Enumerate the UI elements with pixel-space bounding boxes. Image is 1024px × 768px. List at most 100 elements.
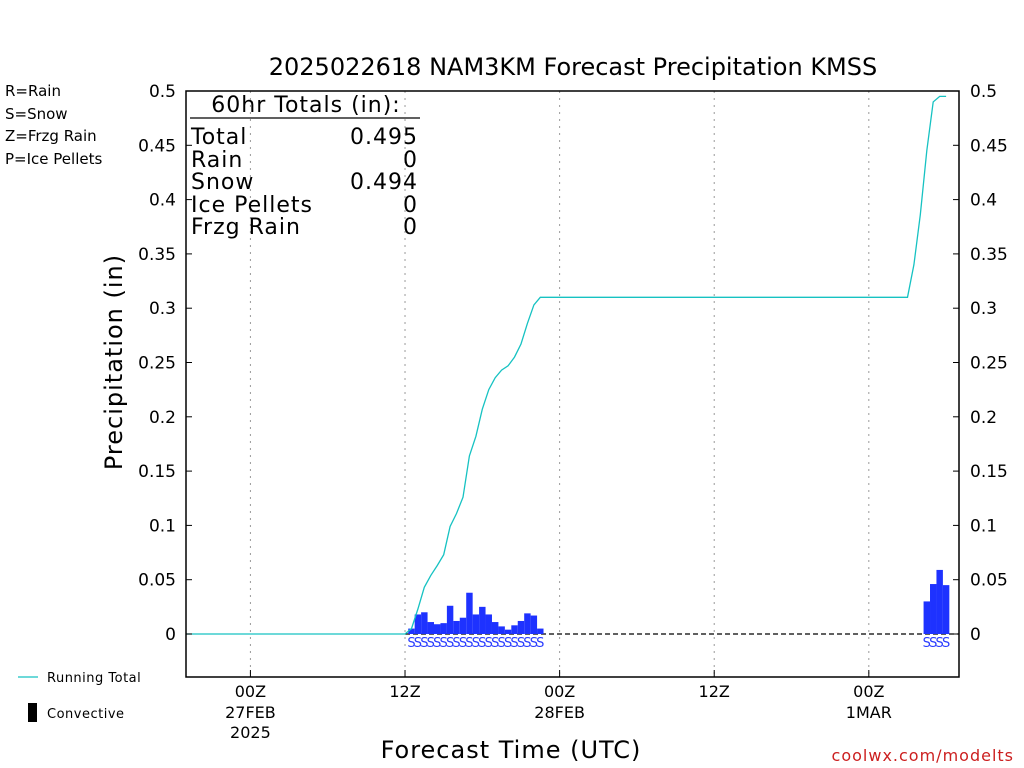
snow-bar [466, 592, 473, 634]
x-axis-label: Forecast Time (UTC) [381, 736, 642, 764]
snow-marker: S [459, 636, 467, 651]
snow-bar [491, 622, 499, 634]
snow-bar [498, 626, 505, 634]
snow-bar [440, 623, 447, 634]
snow-marker: S [523, 636, 531, 651]
y-tick-label-right: 0.2 [970, 408, 997, 428]
y-tick-label-left: 0 [165, 625, 176, 645]
y-tick-label-left: 0.1 [149, 516, 176, 536]
snow-marker: S [446, 636, 454, 651]
snow-marker: S [433, 636, 441, 651]
y-tick-label-right: 0.35 [970, 245, 1008, 265]
legend-ice-pellets: P=Ice Pellets [5, 150, 102, 168]
snow-bar [427, 622, 435, 634]
snow-bars [405, 569, 959, 635]
x-tick-date: 1MAR [846, 703, 892, 722]
snow-bar [942, 585, 950, 634]
totals-label-total: Total [190, 125, 247, 150]
totals-value-snow: 0.494 [350, 170, 418, 195]
totals-label-frzg-rain: Frzg Rain [191, 215, 301, 240]
snow-bar [453, 620, 460, 634]
chart-title: 2025022618 NAM3KM Forecast Precipitation… [269, 53, 877, 81]
snow-marker: S [427, 636, 435, 651]
snow-bar [930, 584, 937, 634]
totals-label-ice-pellets: Ice Pellets [191, 193, 313, 218]
totals-label-rain: Rain [191, 148, 243, 173]
snow-marker: S [929, 636, 937, 651]
x-tick-label: 12Z [389, 682, 420, 701]
totals-header: 60hr Totals (in): [211, 93, 400, 118]
y-tick-label-left: 0.5 [149, 82, 176, 102]
snow-bar [414, 614, 422, 634]
snow-bar [472, 614, 480, 634]
y-tick-label-left: 0.3 [149, 299, 176, 319]
snow-bar [524, 613, 531, 634]
snow-bar [530, 615, 538, 634]
y-axis-ticks: 0 00.05 0.050.1 0.10.15 0.150.2 0.20.25 0.250.… [138, 82, 1008, 645]
snow-marker: S [452, 636, 460, 651]
y-tick-label-right: 0.15 [970, 462, 1008, 482]
snow-bar [923, 601, 931, 634]
snow-bar [504, 629, 512, 634]
snow-bar [446, 605, 454, 634]
running-total-legend-label: Running Total [47, 671, 141, 686]
snow-marker: S [478, 636, 486, 651]
snow-bar [537, 628, 544, 634]
totals-value-total: 0.495 [350, 125, 418, 150]
snow-bar [408, 628, 415, 634]
snow-bar [434, 624, 441, 634]
snow-marker: S [472, 636, 480, 651]
snow-marker: S [498, 636, 506, 651]
credit-text: coolwx.com/modelts [832, 746, 1014, 765]
snow-marker: S [420, 636, 428, 651]
legend-rain: R=Rain [5, 82, 61, 100]
plot-frame [185, 90, 960, 678]
y-tick-label-right: 0.1 [970, 516, 997, 536]
y-tick-label-left: 0.2 [149, 408, 176, 428]
snow-bar [485, 614, 492, 634]
totals-value-ice-pellets: 0 [403, 193, 418, 218]
y-tick-label-left: 0.45 [138, 136, 176, 156]
y-tick-label-left: 0.15 [138, 462, 176, 482]
snow-marker: S [407, 636, 415, 651]
y-tick-label-right: 0 [970, 625, 981, 645]
x-tick-year: 2025 [230, 723, 271, 742]
x-tick-label: 00Z [235, 682, 266, 701]
totals-value-frzg-rain: 0 [403, 215, 418, 240]
y-tick-label-right: 0.05 [970, 571, 1008, 591]
snow-bar [517, 620, 525, 634]
snow-marker: S [510, 636, 518, 651]
y-tick-label-right: 0.4 [970, 191, 997, 211]
running-total-line [186, 95, 947, 635]
legend-frzg-rain: Z=Frzg Rain [5, 127, 97, 145]
snow-marker: S [465, 636, 473, 651]
snow-bar [421, 612, 428, 634]
x-tick-date: 28FEB [534, 703, 585, 722]
y-tick-label-right: 0.45 [970, 136, 1008, 156]
x-tick-label: 00Z [544, 682, 575, 701]
snow-bar [936, 569, 943, 634]
x-tick-date: 27FEB [225, 703, 276, 722]
snow-marker: S [414, 636, 422, 651]
snow-bar [511, 625, 518, 634]
snow-marker: S [517, 636, 525, 651]
snow-marker: S [530, 636, 538, 651]
y-axis-label: Precipitation (in) [100, 254, 128, 470]
y-tick-label-right: 0.25 [970, 354, 1008, 374]
snow-marker: S [485, 636, 493, 651]
y-tick-label-right: 0.5 [970, 82, 997, 102]
snow-marker: S [504, 636, 512, 651]
totals-label-snow: Snow [191, 170, 254, 195]
snow-marker: S [942, 636, 950, 651]
running-total-line-group [186, 95, 947, 635]
snow-bar [459, 617, 467, 634]
snow-marker: S [536, 636, 544, 651]
snow-marker: S [491, 636, 499, 651]
y-tick-label-left: 0.05 [138, 571, 176, 591]
y-tick-label-left: 0.4 [149, 191, 176, 211]
totals-box: 60hr Totals (in): Total 0.495 Rain 0 Sno… [190, 93, 420, 240]
